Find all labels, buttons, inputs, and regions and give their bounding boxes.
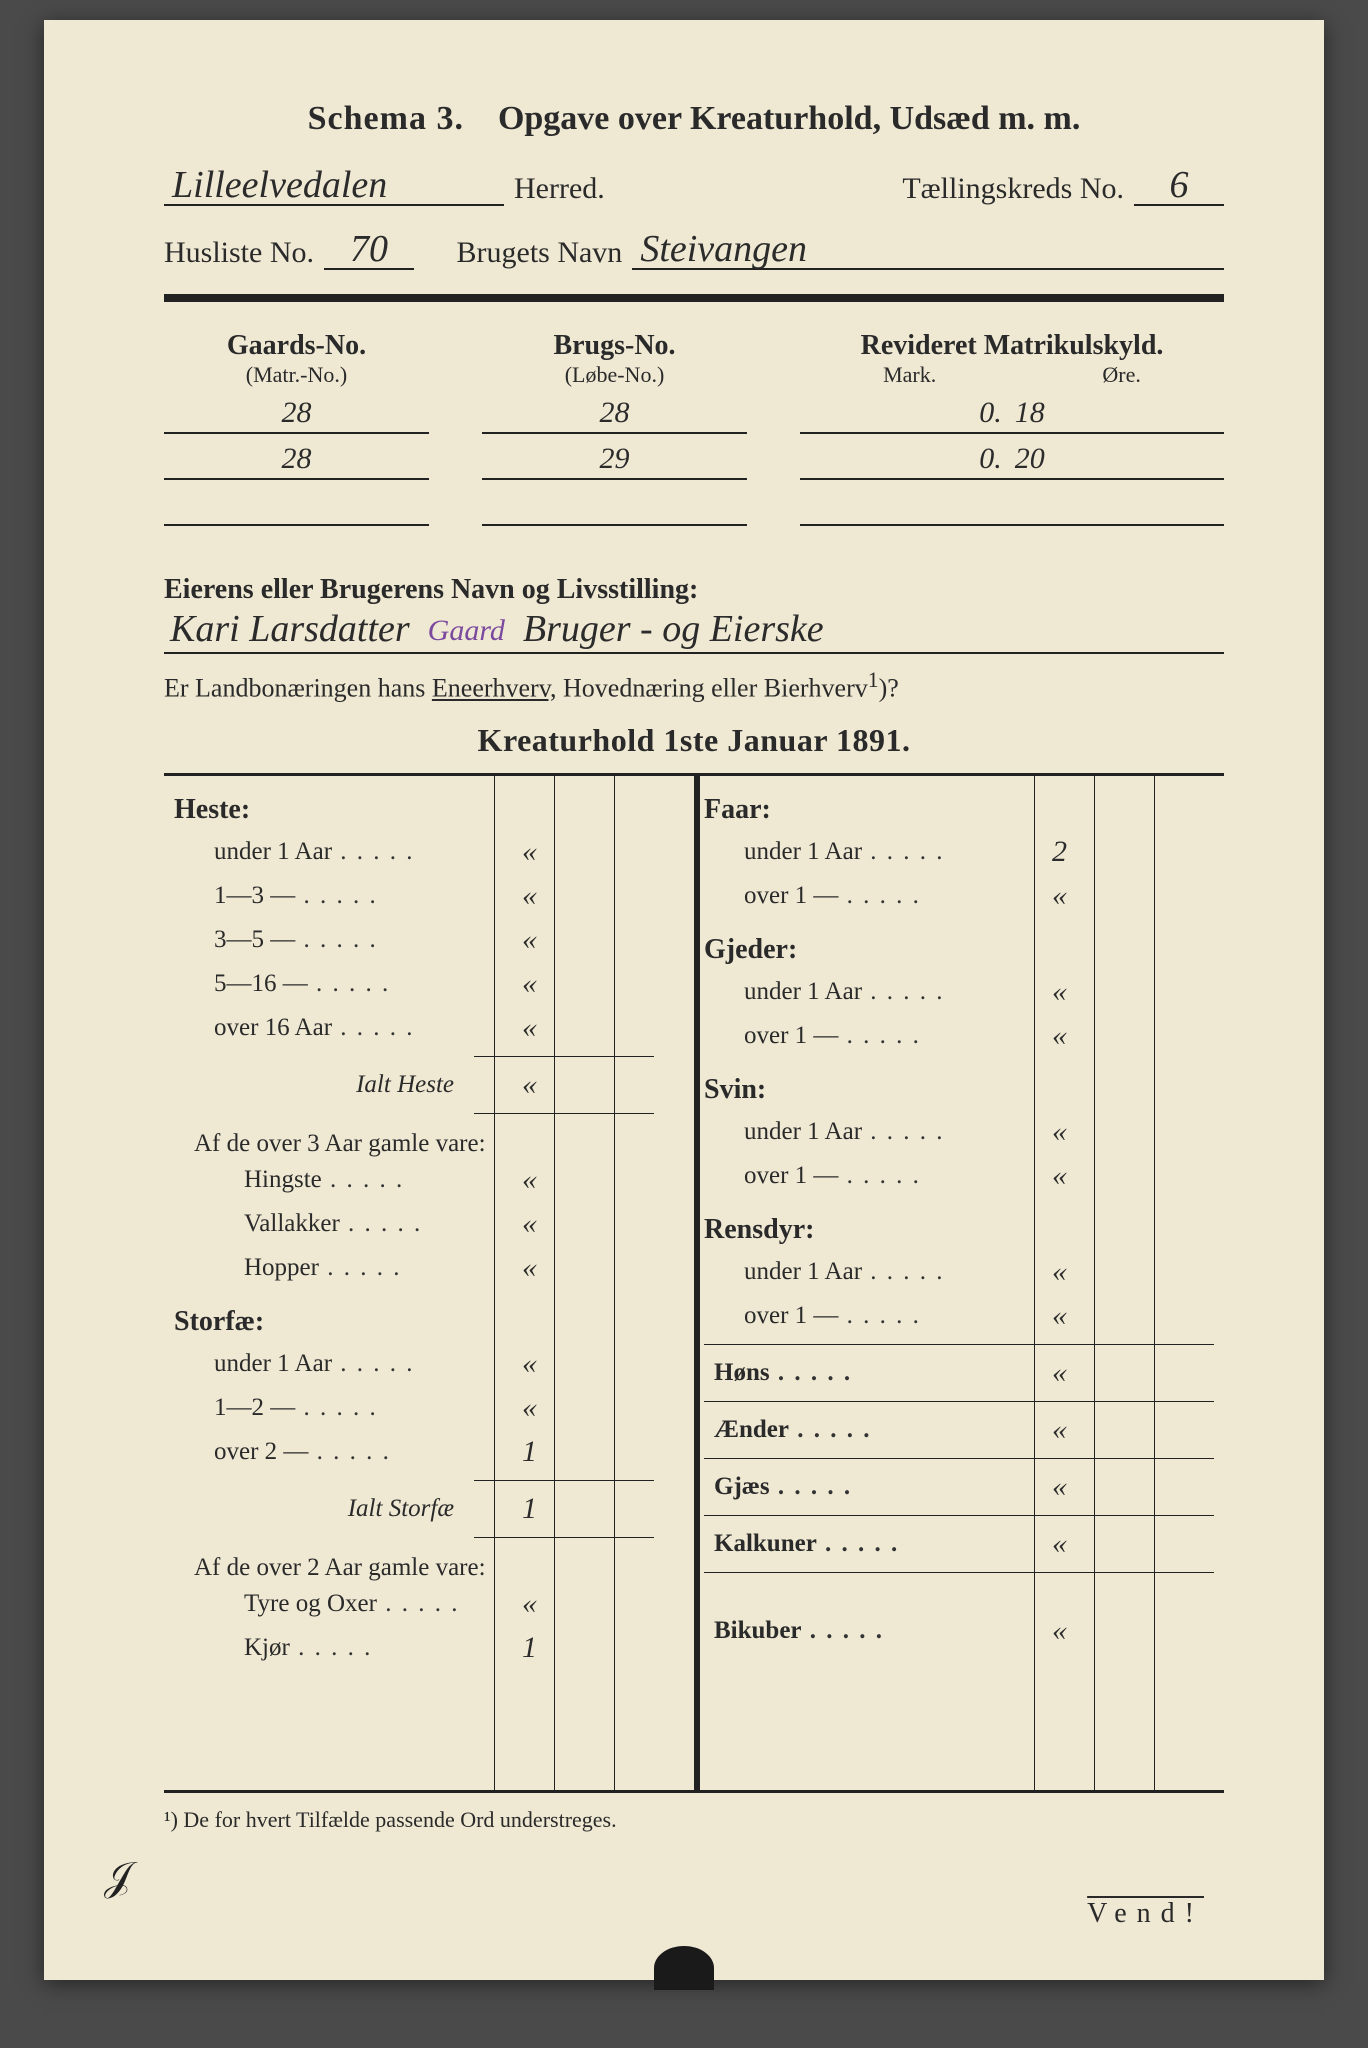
owner-name: Kari Larsdatter (170, 610, 410, 648)
mat-empty (164, 486, 429, 526)
husliste-row: Husliste No. 70 Brugets Navn Steivangen (164, 230, 1224, 270)
mat-col2-hd: Brugs-No. (482, 330, 747, 362)
title-main: Opgave over Kreaturhold, Udsæd m. m. (498, 100, 1080, 137)
mat-col3-hd: Revideret Matrikulskyld. (800, 330, 1224, 362)
mat-col-gaard: Gaards-No. (Matr.-No.) 28 28 (164, 330, 429, 532)
mat-col-skyld: Revideret Matrikulskyld. Mark. Øre. 0. 1… (800, 330, 1224, 532)
mat-r0-skyld: 0. 18 (800, 394, 1224, 434)
mat-r1-skyld: 0. 20 (800, 440, 1224, 480)
census-form-page: Schema 3. Opgave over Kreaturhold, Udsæd… (44, 20, 1324, 1980)
bruget-value: Steivangen (632, 230, 1224, 270)
mat-col1-hd: Gaards-No. (164, 330, 429, 362)
cat-svin: Svin: (704, 1074, 1214, 1106)
matrikul-table: Gaards-No. (Matr.-No.) 28 28 Brugs-No. (… (164, 330, 1224, 532)
cat-gjeder: Gjeder: (704, 934, 1214, 966)
vend-label: Vend! (1087, 1898, 1204, 1930)
cat-heste: Heste: (174, 794, 684, 826)
owner-line: Kari Larsdatter Gaard Bruger - og Eiersk… (164, 606, 1224, 654)
mat-col-brug: Brugs-No. (Løbe-No.) 28 29 (482, 330, 747, 532)
storfe-over2: Af de over 2 Aar gamle vare: (174, 1554, 684, 1582)
form-title: Schema 3. Opgave over Kreaturhold, Udsæd… (164, 100, 1224, 138)
mat-col3-sub-r: Øre. (1102, 362, 1140, 388)
owner-block: Eierens eller Brugerens Navn og Livsstil… (164, 574, 1224, 704)
mat-col2-sub: (Løbe-No.) (482, 362, 747, 388)
husliste-label: Husliste No. (164, 236, 314, 270)
thick-separator (164, 294, 1224, 302)
mat-col3-sub-l: Mark. (883, 362, 936, 388)
page-tear (654, 1946, 714, 1990)
mat-col1-sub: (Matr.-No.) (164, 362, 429, 388)
kreatur-title: Kreaturhold 1ste Januar 1891. (164, 722, 1224, 759)
mat-r0-brug: 28 (482, 394, 747, 434)
cat-faar: Faar: (704, 794, 1214, 826)
owner-question: Er Landbonæringen hans Eneerhverv, Hoved… (164, 668, 1224, 704)
mat-empty (482, 486, 747, 526)
heste-over3: Af de over 3 Aar gamle vare: (174, 1130, 684, 1158)
mat-empty (800, 486, 1224, 526)
left-column: Heste: under 1 Aar« 1—3 —« 3—5 —« 5—16 —… (164, 776, 694, 1790)
owner-insert: Gaard (428, 614, 505, 648)
bruget-label: Brugets Navn (457, 236, 623, 270)
tkreds-label: Tællingskreds No. (902, 172, 1124, 206)
herred-label: Herred. (514, 172, 605, 206)
tkreds-value: 6 (1134, 166, 1224, 206)
owner-label: Eierens eller Brugerens Navn og Livsstil… (164, 574, 1224, 606)
edge-mark: 𝒥 (104, 1853, 132, 1900)
owner-role: Bruger - og Eierske (523, 610, 824, 648)
schema-number: Schema 3. (308, 100, 464, 137)
husliste-value: 70 (324, 230, 414, 270)
herred-value: Lilleelvedalen (164, 166, 504, 206)
herred-row: Lilleelvedalen Herred. Tællingskreds No.… (164, 166, 1224, 206)
cat-rensdyr: Rensdyr: (704, 1214, 1214, 1246)
right-column: Faar: under 1 Aar2 over 1 —« Gjeder: und… (694, 776, 1224, 1790)
livestock-table: Heste: under 1 Aar« 1—3 —« 3—5 —« 5—16 —… (164, 773, 1224, 1793)
mat-r0-gaard: 28 (164, 394, 429, 434)
mat-r1-brug: 29 (482, 440, 747, 480)
cat-storfe: Storfæ: (174, 1306, 684, 1338)
mat-r1-gaard: 28 (164, 440, 429, 480)
footnote: ¹) De for hvert Tilfælde passende Ord un… (164, 1807, 1224, 1833)
